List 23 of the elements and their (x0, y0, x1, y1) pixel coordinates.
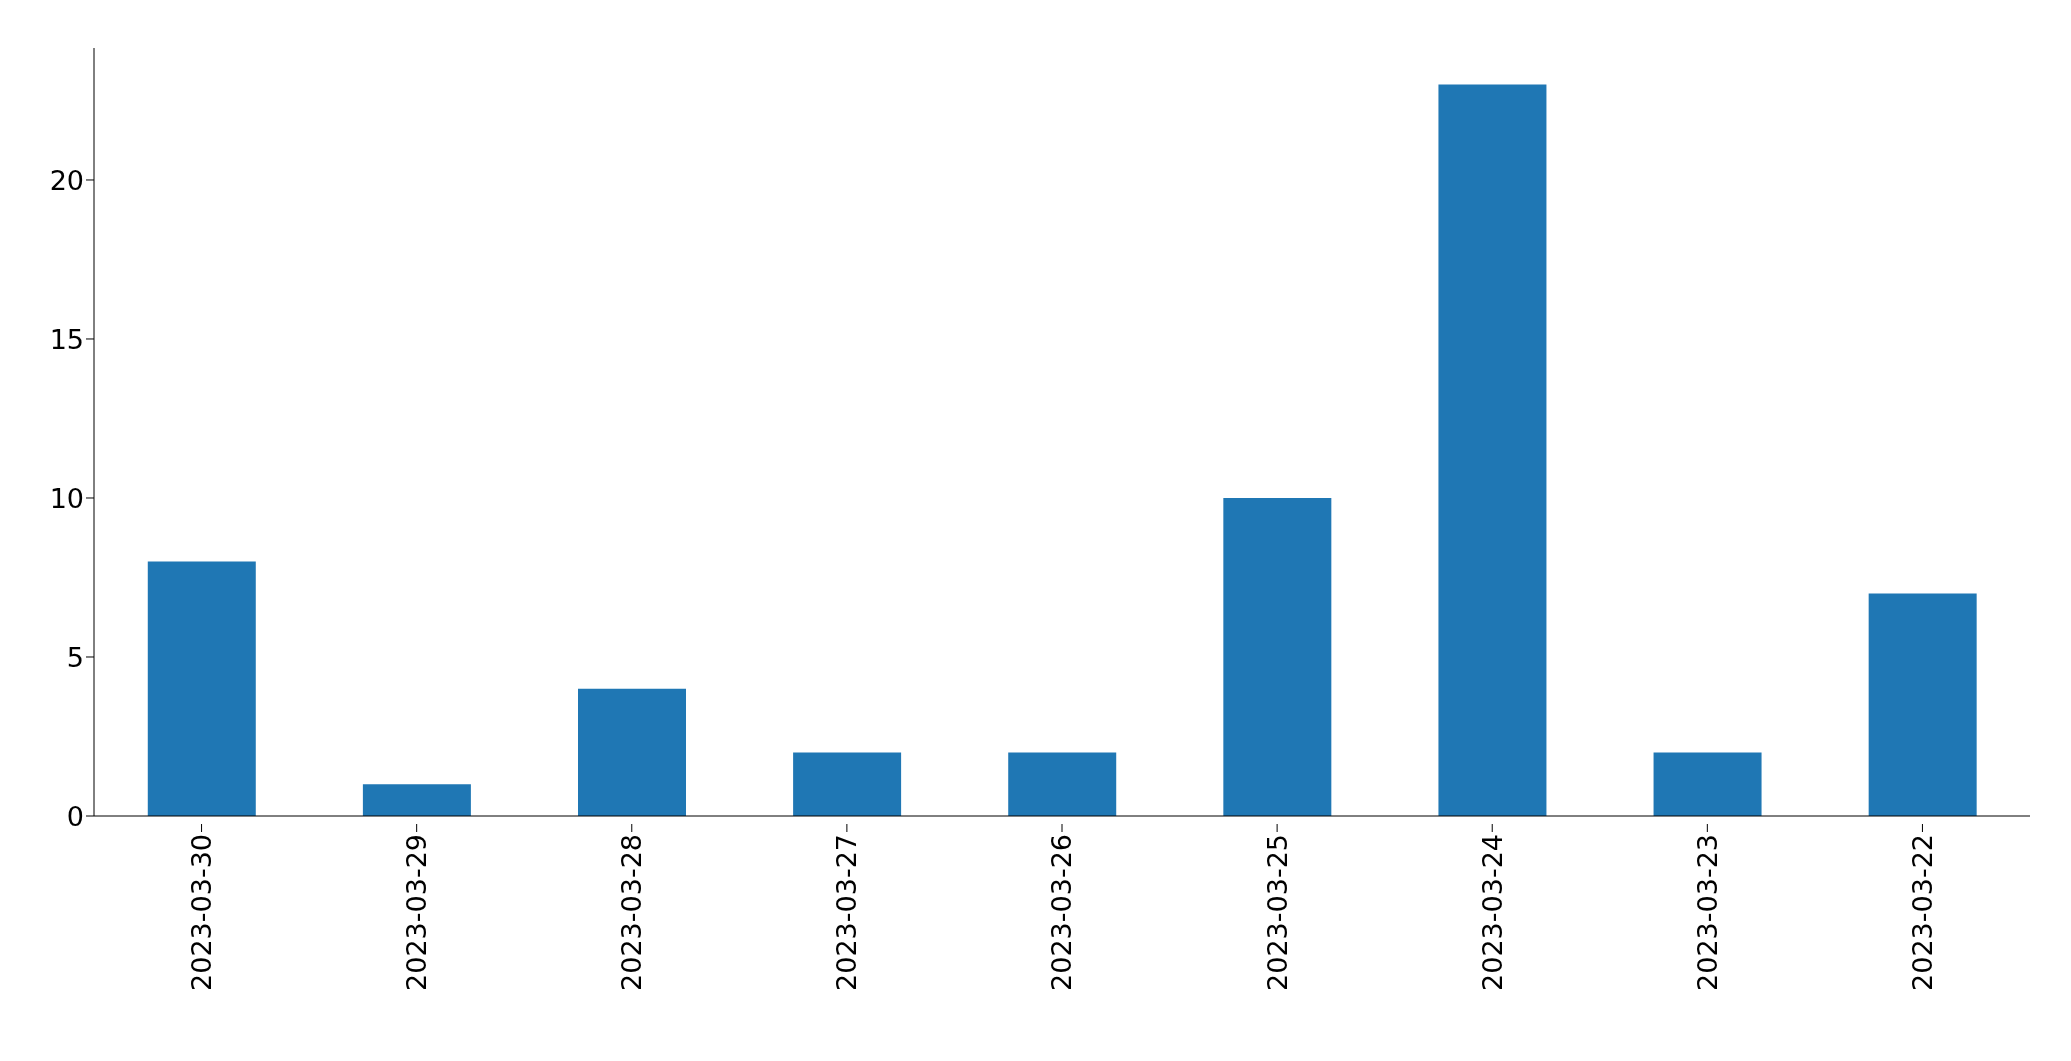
bar (578, 688, 686, 816)
bar (362, 784, 471, 816)
bar (1008, 752, 1117, 816)
bar (1653, 752, 1762, 816)
x-tick-label: 2023-03-30 (186, 834, 218, 991)
bar (1868, 593, 1977, 816)
x-tick-label: 2023-03-26 (1046, 834, 1078, 991)
bar (1223, 497, 1332, 816)
y-tick-label: 15 (49, 323, 84, 355)
x-tick-label: 2023-03-23 (1691, 834, 1723, 991)
x-tick-label: 2023-03-28 (616, 834, 648, 991)
x-tick-label: 2023-03-24 (1476, 834, 1508, 991)
x-tick-label: 2023-03-29 (401, 834, 433, 991)
y-tick-label: 20 (49, 164, 84, 196)
bar (793, 752, 902, 816)
x-tick-label: 2023-03-22 (1906, 834, 1938, 991)
y-tick-label: 0 (66, 800, 84, 832)
bar (1438, 84, 1547, 816)
bar (147, 561, 256, 816)
x-tick-label: 2023-03-27 (831, 834, 863, 991)
y-tick-label: 10 (49, 482, 84, 514)
x-tick-label: 2023-03-25 (1261, 834, 1293, 991)
y-tick-label: 5 (66, 641, 84, 673)
